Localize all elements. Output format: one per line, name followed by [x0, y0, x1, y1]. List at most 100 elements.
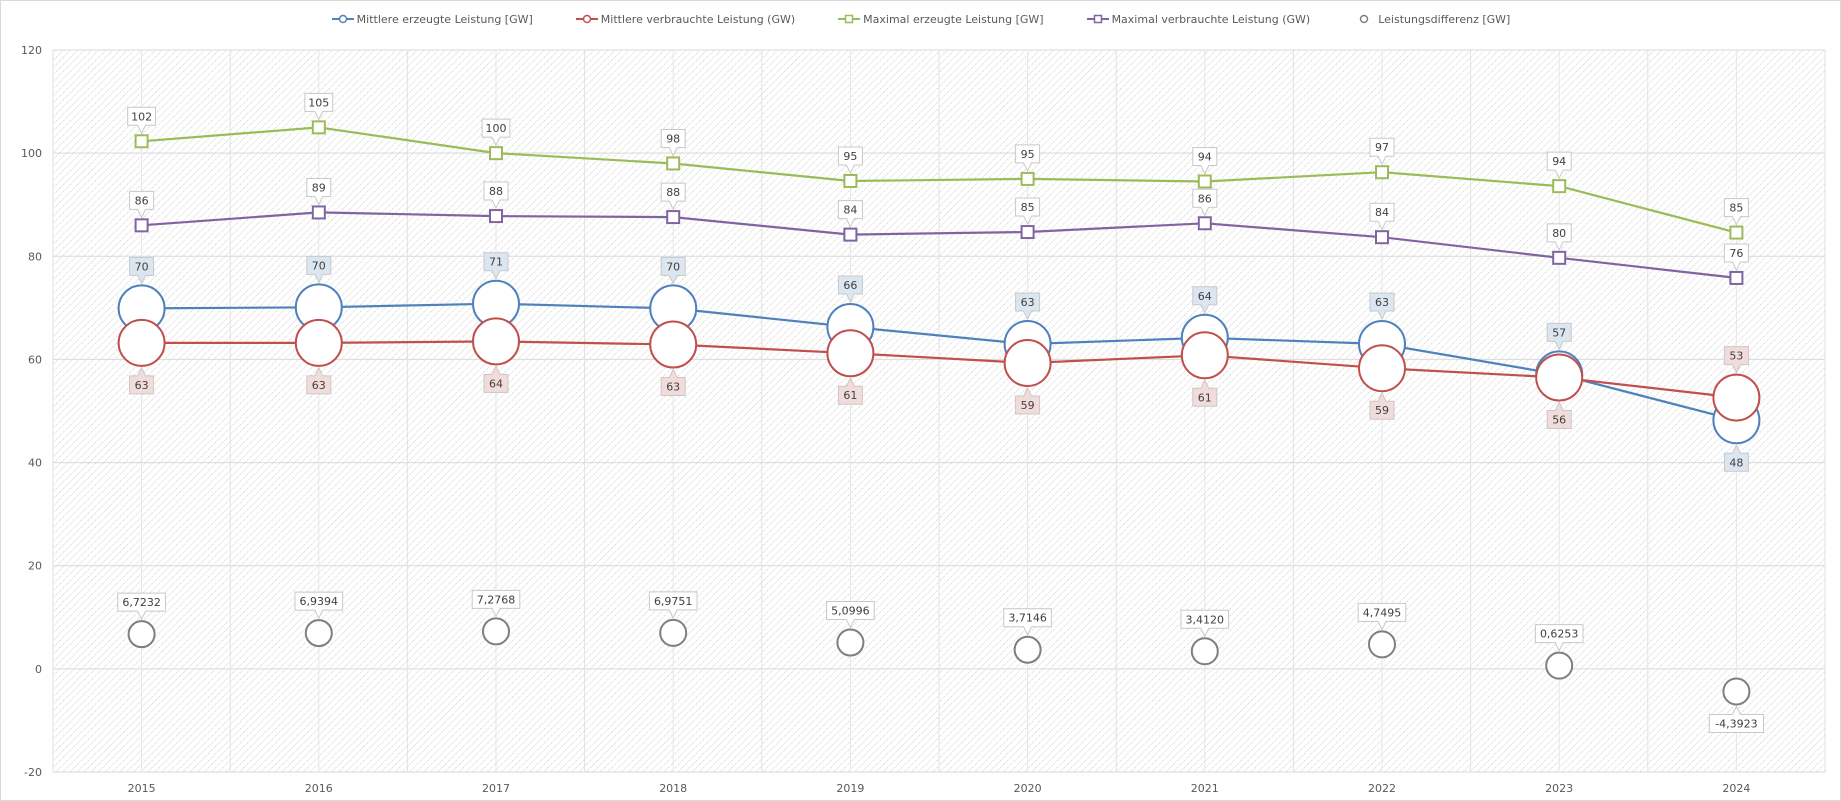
- data-point[interactable]: [1013, 635, 1042, 664]
- data-point[interactable]: [666, 156, 681, 171]
- data-point[interactable]: [836, 628, 865, 657]
- label-callout-box: [1546, 151, 1572, 180]
- data-label-text: 86: [135, 194, 149, 207]
- data-label: 70: [660, 256, 686, 285]
- data-point[interactable]: [489, 209, 503, 224]
- legend-item[interactable]: Mittlere verbrauchte Leistung (GW): [575, 9, 795, 29]
- legend-label: Leistungsdifferenz [GW]: [1378, 12, 1511, 26]
- data-point[interactable]: [1552, 179, 1567, 194]
- data-point[interactable]: [1712, 373, 1761, 422]
- data-point[interactable]: [1535, 353, 1584, 402]
- label-callout-box: [837, 146, 863, 175]
- data-point[interactable]: [311, 205, 326, 220]
- legend-label: Maximal verbrauchte Leistung (GW): [1111, 12, 1311, 26]
- data-label-text: 3,4120: [1186, 613, 1225, 626]
- legend-item[interactable]: Maximal verbrauchte Leistung (GW): [1086, 9, 1311, 29]
- data-point[interactable]: [1545, 651, 1574, 680]
- data-point[interactable]: [1197, 174, 1212, 189]
- data-label-text: 71: [489, 256, 503, 269]
- data-point[interactable]: [304, 619, 333, 648]
- legend-item[interactable]: Mittlere erzeugte Leistung [GW]: [331, 9, 533, 29]
- data-label-text: 98: [666, 132, 680, 145]
- data-label: 94: [1192, 147, 1218, 175]
- data-label-text: 66: [843, 279, 857, 292]
- data-point[interactable]: [1375, 165, 1389, 180]
- label-callout-box: [483, 252, 509, 280]
- data-point[interactable]: [472, 317, 520, 366]
- data-point[interactable]: [1722, 677, 1751, 706]
- data-label-text: 70: [135, 260, 149, 273]
- label-callout-box: [837, 377, 863, 405]
- y-tick-label: 0: [35, 663, 42, 676]
- data-point[interactable]: [1190, 637, 1219, 666]
- data-point[interactable]: [127, 620, 156, 649]
- label-callout-box: [826, 601, 875, 629]
- legend-marker-icon: [575, 14, 598, 24]
- legend-item[interactable]: Leistungsdifferenz [GW]: [1352, 9, 1510, 29]
- data-label: 88: [483, 181, 509, 210]
- data-label: 6,9394: [294, 591, 344, 620]
- data-point[interactable]: [134, 134, 149, 149]
- legend-label: Mittlere erzeugte Leistung [GW]: [356, 12, 533, 26]
- data-point[interactable]: [1552, 250, 1567, 265]
- data-label-text: 57: [1552, 326, 1566, 339]
- data-label-text: 4,7495: [1363, 606, 1402, 619]
- label-callout-box: [1723, 444, 1749, 472]
- data-point[interactable]: [1020, 225, 1035, 240]
- data-label: -4,3923: [1708, 705, 1764, 734]
- label-callout-box: [471, 589, 521, 618]
- label-callout-box: [1180, 609, 1230, 638]
- data-point[interactable]: [1180, 331, 1229, 380]
- data-point[interactable]: [659, 618, 688, 647]
- data-point[interactable]: [1003, 339, 1052, 388]
- data-point[interactable]: [843, 227, 858, 242]
- data-point[interactable]: [489, 146, 503, 161]
- data-label: 0,6253: [1534, 624, 1584, 652]
- series-line: [141, 302, 1737, 422]
- label-callout-box: [481, 118, 511, 147]
- data-label-text: 0,6253: [1540, 628, 1579, 641]
- series-line: [141, 340, 1737, 399]
- y-tick-label: -20: [24, 766, 42, 779]
- data-label-text: 59: [1375, 404, 1389, 417]
- label-callout-box: [837, 275, 863, 304]
- data-point[interactable]: [1368, 630, 1396, 659]
- data-point[interactable]: [311, 120, 326, 135]
- data-point[interactable]: [117, 318, 166, 367]
- data-point[interactable]: [1020, 171, 1035, 186]
- data-label: 86: [129, 190, 155, 219]
- series-lines: [141, 126, 1737, 422]
- label-callout-box: [1015, 386, 1041, 415]
- data-point[interactable]: [134, 218, 149, 233]
- label-callout-box: [1723, 198, 1749, 226]
- data-label-text: 63: [1375, 296, 1389, 309]
- y-tick-label: 80: [28, 250, 42, 263]
- label-callout-box: [1369, 292, 1395, 321]
- data-label-text: 63: [666, 380, 680, 393]
- label-callout-box: [1015, 292, 1041, 321]
- data-point[interactable]: [666, 210, 681, 225]
- legend: Mittlere erzeugte Leistung [GW] Mittlere …: [0, 9, 1841, 29]
- data-point[interactable]: [1729, 270, 1744, 285]
- y-tick-label: 60: [28, 353, 42, 366]
- data-point[interactable]: [1729, 225, 1744, 240]
- data-point[interactable]: [1375, 230, 1389, 245]
- data-point[interactable]: [826, 329, 875, 378]
- label-callout-box: [648, 591, 698, 620]
- data-label: 95: [1015, 144, 1041, 173]
- data-label: 4,7495: [1357, 602, 1407, 631]
- x-tick-label: 2022: [1368, 782, 1396, 795]
- legend-item[interactable]: Maximal erzeugte Leistung [GW]: [837, 9, 1044, 29]
- data-point[interactable]: [843, 173, 858, 188]
- data-point[interactable]: [482, 617, 510, 646]
- data-label-text: 94: [1198, 151, 1212, 164]
- data-label-text: 7,2768: [477, 593, 516, 606]
- data-point[interactable]: [294, 318, 343, 367]
- label-callout-box: [1369, 202, 1395, 231]
- data-label-text: 70: [312, 259, 326, 272]
- data-point[interactable]: [1358, 344, 1406, 393]
- data-point[interactable]: [1197, 216, 1212, 231]
- data-label-text: 76: [1729, 247, 1743, 260]
- data-point[interactable]: [649, 320, 698, 369]
- label-callout-box: [660, 182, 686, 211]
